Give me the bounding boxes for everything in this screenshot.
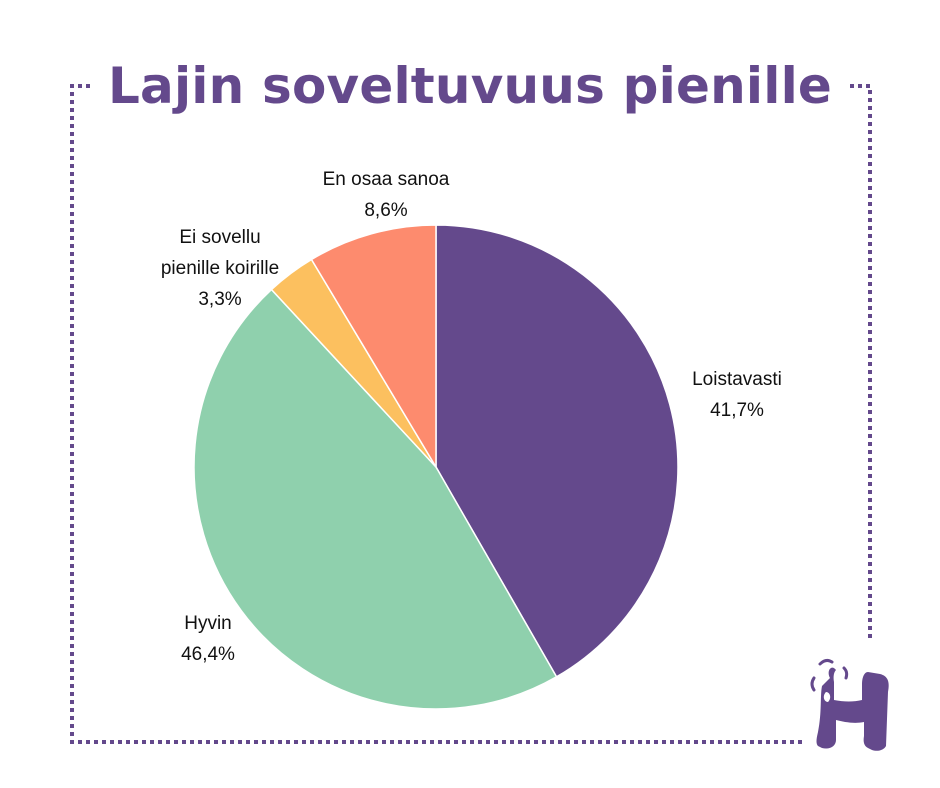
slice-label-text-line2: pienille koirille: [160, 258, 280, 279]
pie-slice-loistavasti: [435, 224, 679, 678]
slice-value-text: 8,6%: [364, 200, 408, 221]
slice-label-ei-sovellu: Ei sovellu pienille koirille 3,3%: [138, 222, 302, 315]
pie-slice-en-osaa-sanoa: [310, 224, 437, 470]
slice-label-text: Hyvin: [184, 613, 232, 634]
slice-label-en-osaa-sanoa: En osaa sanoa 8,6%: [300, 164, 472, 226]
slice-label-hyvin: Hyvin 46,4%: [168, 608, 248, 670]
slice-value-text: 41,7%: [710, 400, 764, 421]
slice-label-text-line1: Ei sovellu: [179, 227, 261, 248]
slice-value-text: 3,3%: [198, 289, 242, 310]
h-letter-logo-icon: [810, 658, 889, 751]
slice-value-text: 46,4%: [181, 644, 235, 665]
slice-label-text: En osaa sanoa: [322, 169, 450, 190]
slice-label-loistavasti: Loistavasti 41,7%: [678, 364, 796, 426]
chart-title-text: Lajin soveltuvuus pienille: [89, 48, 851, 124]
slice-label-text: Loistavasti: [692, 369, 782, 390]
chart-title: Lajin soveltuvuus pienille: [0, 48, 940, 124]
pie-slice-hyvin: [193, 288, 558, 710]
